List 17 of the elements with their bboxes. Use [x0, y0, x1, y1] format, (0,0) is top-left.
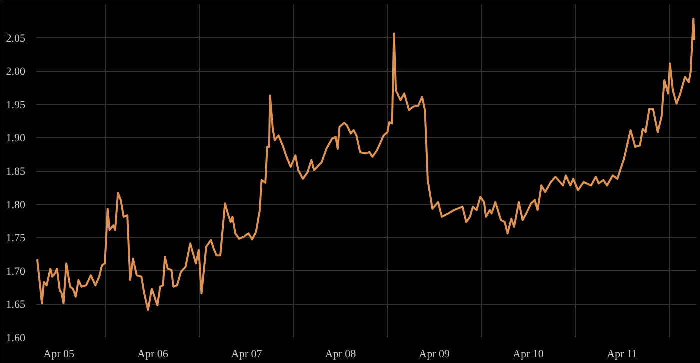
y-tick-label: 2.00: [6, 66, 26, 78]
y-tick-label: 1.60: [6, 332, 26, 344]
x-tick-label: Apr 07: [231, 348, 263, 360]
y-tick-label: 1.95: [6, 99, 26, 112]
y-tick-label: 1.75: [6, 232, 26, 245]
x-tick-label: Apr 06: [138, 348, 169, 360]
x-tick-label: Apr 05: [44, 348, 75, 360]
x-tick-label: Apr 08: [325, 348, 357, 360]
y-tick-label: 1.90: [6, 132, 26, 145]
y-tick-label: 1.85: [6, 166, 26, 178]
y-tick-label: 1.70: [6, 266, 26, 278]
x-tick-label: Apr 10: [513, 348, 544, 360]
y-tick-label: 1.65: [6, 299, 26, 312]
x-tick-label: Apr 09: [419, 348, 450, 360]
y-tick-label: 1.80: [6, 199, 26, 212]
x-tick-label: Apr 11: [607, 348, 638, 360]
y-tick-label: 2.05: [6, 32, 26, 45]
